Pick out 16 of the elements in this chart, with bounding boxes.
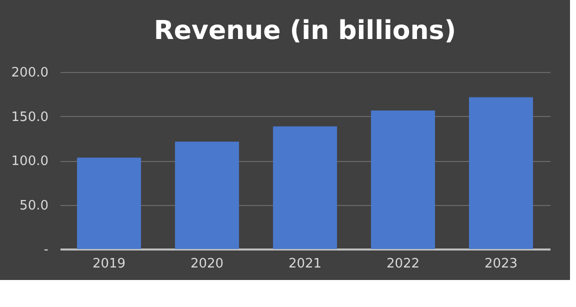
bar	[469, 97, 533, 249]
bar	[77, 158, 141, 249]
y-tick-label: 150.0	[11, 110, 48, 125]
bar	[175, 142, 239, 249]
x-tick-label: 2019	[92, 256, 126, 272]
chart-title: Revenue (in billions)	[154, 16, 456, 46]
x-tick-label: 2021	[288, 256, 322, 272]
x-tick-label: 2020	[190, 256, 224, 272]
x-tick-label: 2022	[386, 256, 420, 272]
y-tick-label: 50.0	[20, 198, 48, 214]
bar	[371, 110, 435, 249]
y-tick-label: -	[44, 242, 49, 258]
y-tick-label: 200.0	[11, 66, 48, 80]
x-tick-label: 2023	[484, 256, 518, 272]
bar	[273, 126, 337, 249]
y-tick-label: 100.0	[11, 154, 48, 169]
